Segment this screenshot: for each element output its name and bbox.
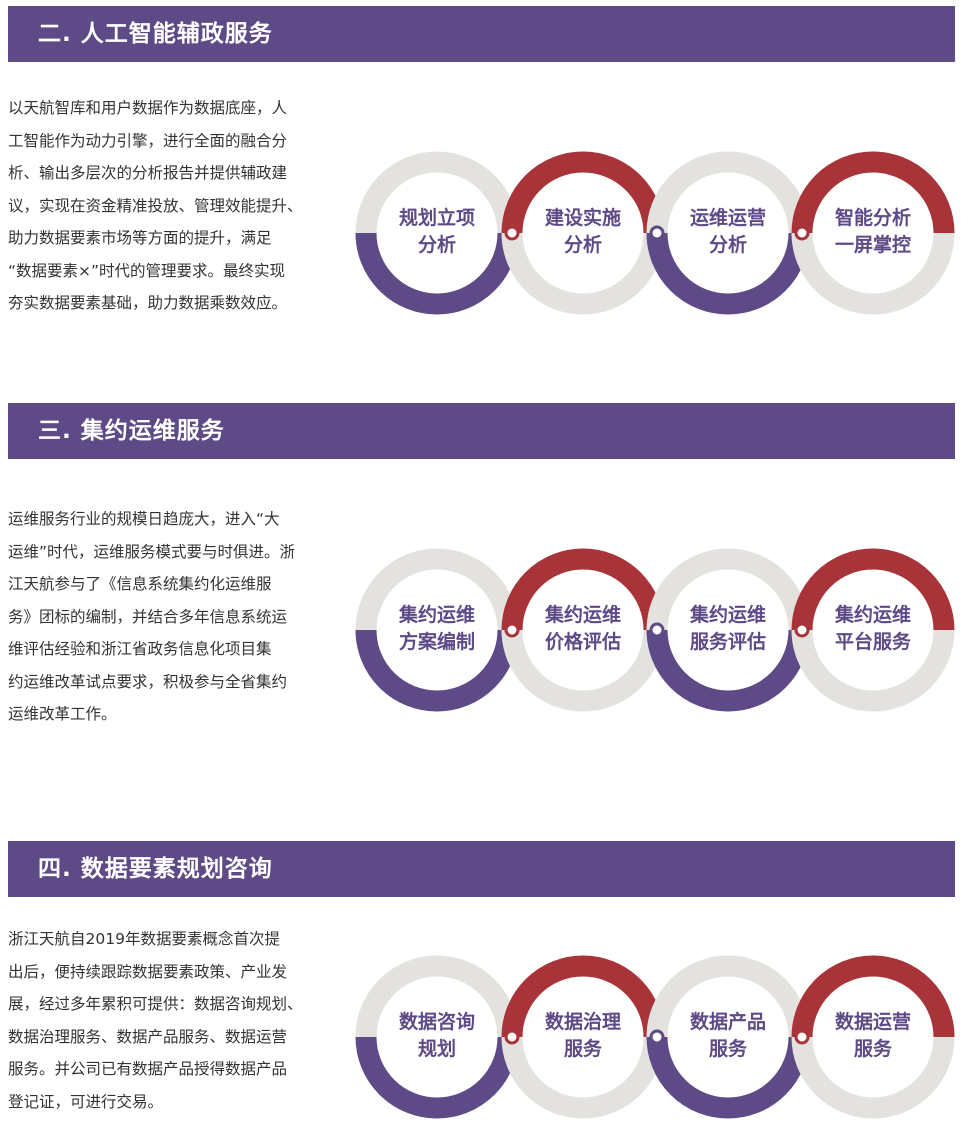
ring bbox=[355, 955, 519, 1119]
section-header: 四. 数据要素规划咨询 bbox=[8, 841, 955, 897]
text-line: 运维”时代，运维服务模式要与时俱进。浙 bbox=[8, 542, 296, 561]
label-line: 分析 bbox=[417, 234, 456, 256]
label-line: 建设实施 bbox=[544, 207, 621, 229]
service-rings: 数据咨询 规划 数据治理 服务 数据产品 服务 数据运营 服务 bbox=[350, 947, 960, 1127]
service-label: 数据运营 服务 bbox=[818, 1009, 928, 1063]
connector-dot-icon bbox=[794, 622, 810, 638]
connector-dot-icon bbox=[649, 225, 665, 241]
connector-dot-icon bbox=[794, 225, 810, 241]
label-line: 一屏掌控 bbox=[834, 234, 911, 256]
service-label: 集约运维 平台服务 bbox=[818, 602, 928, 656]
text-line: 出后，便持续跟踪数据要素政策、产业发 bbox=[8, 962, 288, 981]
service-label: 数据咨询 规划 bbox=[382, 1009, 492, 1063]
label-line: 规划立项 bbox=[398, 207, 475, 229]
text-line: 数据治理服务、数据产品服务、数据运营 bbox=[8, 1027, 288, 1046]
purple-arc bbox=[646, 1036, 810, 1119]
service-label: 规划立项 分析 bbox=[382, 205, 492, 259]
label-line: 服务 bbox=[708, 1038, 747, 1060]
service-label: 集约运维 方案编制 bbox=[382, 602, 492, 656]
text-line: 议，实现在资金精准投放、管理效能提升、 bbox=[8, 196, 303, 215]
label-line: 分析 bbox=[708, 234, 747, 256]
ring bbox=[355, 151, 519, 315]
connector-dot-icon bbox=[649, 622, 665, 638]
section-description: 以天航智库和用户数据作为数据底座，人 工智能作为动力引擎，进行全面的融合分 析、输出… bbox=[8, 92, 338, 320]
label-line: 平台服务 bbox=[834, 631, 911, 653]
service-label: 运维运营 分析 bbox=[673, 205, 783, 259]
label-line: 方案编制 bbox=[398, 631, 475, 653]
service-label: 数据产品 服务 bbox=[673, 1009, 783, 1063]
section-description: 运维服务行业的规模日趋庞大，进入“大 运维”时代，运维服务模式要与时俱进。浙 江天航… bbox=[8, 503, 338, 731]
text-line: 助力数据要素市场等方面的提升，满足 bbox=[8, 229, 272, 247]
purple-arc bbox=[355, 232, 519, 315]
purple-arc bbox=[646, 629, 810, 712]
purple-arc bbox=[355, 1036, 519, 1119]
label-line: 数据产品 bbox=[689, 1011, 766, 1033]
connector-dot-icon bbox=[504, 225, 520, 241]
label-line: 集约运维 bbox=[398, 604, 475, 626]
label-line: 集约运维 bbox=[544, 604, 621, 626]
text-line: 以天航智库和用户数据作为数据底座，人 bbox=[8, 99, 288, 117]
label-line: 集约运维 bbox=[834, 604, 911, 626]
section-header: 三. 集约运维服务 bbox=[8, 403, 955, 459]
connector-dot-icon bbox=[504, 622, 520, 638]
text-line: 夯实数据要素基础，助力数据乘数效应。 bbox=[8, 294, 288, 312]
text-line: 登记证，可进行交易。 bbox=[8, 1092, 164, 1111]
text-line: 浙江天航自2019年数据要素概念首次提 bbox=[8, 930, 280, 948]
red-arc bbox=[501, 151, 665, 234]
service-label: 集约运维 服务评估 bbox=[673, 602, 783, 656]
text-line: 服务。并公司已有数据产品授得数据产品 bbox=[8, 1060, 288, 1078]
label-line: 服务 bbox=[563, 1038, 602, 1060]
label-line: 数据咨询 bbox=[398, 1011, 475, 1033]
red-arc bbox=[791, 151, 955, 234]
text-line: 展，经过多年累积可提供：数据咨询规划、 bbox=[8, 995, 303, 1013]
connector-dot-icon bbox=[504, 1029, 520, 1045]
service-label: 数据治理 服务 bbox=[528, 1009, 638, 1063]
section-description: 浙江天航自2019年数据要素概念首次提 出后，便持续跟踪数据要素政策、产业发 展，经… bbox=[8, 923, 338, 1118]
ring bbox=[791, 151, 955, 315]
service-label: 集约运维 价格评估 bbox=[528, 602, 638, 656]
text-line: 析、输出多层次的分析报告并提供辅政建 bbox=[8, 164, 288, 182]
section-header: 二. 人工智能辅政服务 bbox=[8, 6, 955, 62]
text-line: 江天航参与了《信息系统集约化运维服 bbox=[8, 575, 272, 593]
label-line: 分析 bbox=[563, 234, 602, 256]
text-line: 务》团标的编制，并结合多年信息系统运 bbox=[8, 607, 288, 626]
service-label: 智能分析 一屏掌控 bbox=[818, 205, 928, 259]
ring bbox=[355, 548, 519, 712]
connector-dot-icon bbox=[794, 1029, 810, 1045]
purple-arc bbox=[355, 629, 519, 712]
label-line: 运维运营 bbox=[689, 207, 766, 229]
label-line: 数据治理 bbox=[544, 1011, 621, 1033]
service-rings: 规划立项 分析 建设实施 分析 运维运营 分析 智能分析 一屏掌控 bbox=[350, 143, 960, 323]
text-line: “数据要素×”时代的管理要求。最终实现 bbox=[8, 261, 286, 280]
red-arc bbox=[791, 955, 955, 1038]
label-line: 规划 bbox=[417, 1038, 456, 1060]
label-line: 服务评估 bbox=[689, 631, 766, 653]
red-arc bbox=[791, 548, 955, 631]
purple-arc bbox=[646, 232, 810, 315]
service-rings: 集约运维 方案编制 集约运维 价格评估 集约运维 服务评估 集约运维 平台服务 bbox=[350, 540, 960, 720]
label-line: 价格评估 bbox=[544, 631, 621, 653]
red-arc bbox=[501, 955, 665, 1038]
connector-dot-icon bbox=[649, 1029, 665, 1045]
label-line: 智能分析 bbox=[834, 207, 911, 229]
label-line: 数据运营 bbox=[834, 1011, 911, 1033]
label-line: 集约运维 bbox=[689, 604, 766, 626]
label-line: 服务 bbox=[853, 1038, 892, 1060]
red-arc bbox=[501, 548, 665, 631]
text-line: 运维服务行业的规模日趋庞大，进入“大 bbox=[8, 510, 280, 528]
text-line: 运维改革工作。 bbox=[8, 705, 117, 723]
text-line: 约运维改革试点要求，积极参与全省集约 bbox=[8, 672, 288, 691]
service-label: 建设实施 分析 bbox=[528, 205, 638, 259]
text-line: 维评估经验和浙江省政务信息化项目集 bbox=[8, 640, 272, 658]
text-line: 工智能作为动力引擎，进行全面的融合分 bbox=[8, 131, 288, 150]
